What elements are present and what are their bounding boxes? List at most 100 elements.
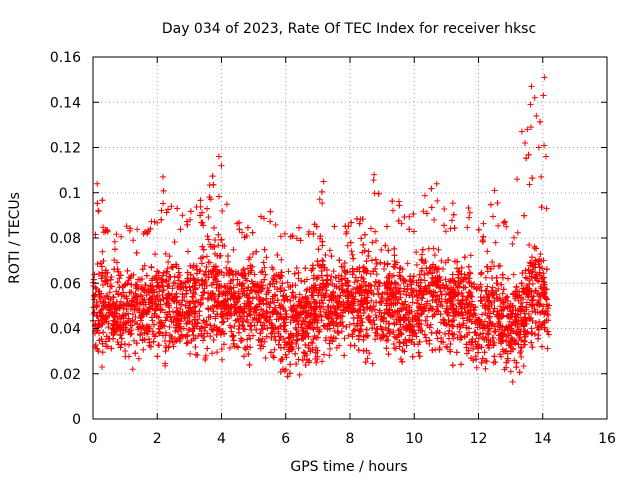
data-point: [235, 344, 242, 351]
data-point: [247, 306, 254, 313]
data-point: [158, 207, 165, 214]
data-point: [267, 208, 274, 215]
data-point: [449, 200, 456, 207]
data-point: [147, 343, 154, 350]
data-point: [143, 272, 150, 279]
data-point: [239, 337, 246, 344]
data-point: [384, 261, 391, 268]
data-point: [537, 251, 544, 258]
data-point: [338, 328, 345, 335]
data-point: [184, 248, 191, 255]
data-point: [449, 217, 456, 224]
data-point: [214, 349, 221, 356]
data-point: [261, 215, 268, 222]
data-point: [545, 331, 552, 338]
data-point: [221, 243, 228, 249]
data-point: [475, 226, 482, 233]
data-point: [350, 255, 357, 262]
data-point: [149, 317, 156, 324]
data-point: [350, 327, 357, 334]
data-point: [99, 248, 106, 255]
data-point: [179, 212, 186, 219]
data-point: [199, 243, 206, 250]
data-point: [358, 235, 365, 242]
data-point: [364, 355, 371, 362]
data-point: [309, 292, 316, 299]
data-point: [225, 258, 232, 265]
data-point: [187, 208, 194, 215]
data-point: [187, 350, 194, 357]
data-point: [344, 242, 351, 249]
data-point: [428, 204, 435, 211]
data-point: [278, 256, 285, 263]
data-point: [396, 202, 403, 209]
data-point: [238, 229, 245, 236]
data-point: [319, 257, 326, 264]
data-point: [230, 337, 237, 344]
data-point: [396, 272, 403, 279]
data-point: [168, 203, 175, 210]
data-point: [410, 211, 417, 218]
data-point: [440, 266, 447, 273]
data-point: [126, 341, 133, 348]
data-point: [202, 324, 209, 331]
data-point: [444, 285, 451, 292]
data-point: [492, 239, 499, 246]
data-point: [141, 262, 148, 269]
data-point: [372, 306, 379, 313]
data-point: [450, 211, 457, 218]
data-point: [485, 331, 492, 338]
data-point: [235, 319, 242, 326]
data-point: [182, 279, 189, 286]
data-point: [209, 173, 216, 180]
data-point: [346, 321, 353, 328]
data-point: [125, 277, 132, 284]
data-point: [292, 350, 299, 357]
data-point: [240, 326, 247, 333]
data-point: [170, 343, 177, 350]
data-point: [249, 229, 256, 236]
data-point: [302, 265, 309, 272]
data-point: [473, 364, 480, 371]
data-points: [90, 74, 552, 385]
data-point: [171, 273, 178, 280]
data-point: [449, 271, 456, 278]
data-point: [215, 193, 222, 200]
data-point: [128, 281, 135, 288]
data-point: [319, 200, 326, 207]
data-point: [364, 332, 371, 339]
data-point: [173, 304, 180, 311]
data-point: [340, 322, 347, 329]
data-point: [162, 250, 169, 257]
data-point: [501, 218, 508, 225]
data-point: [160, 296, 167, 303]
data-point: [518, 280, 525, 287]
data-point: [365, 248, 372, 255]
data-point: [529, 175, 536, 182]
data-point: [421, 277, 428, 284]
data-point: [261, 264, 268, 271]
data-point: [449, 362, 456, 369]
data-point: [398, 220, 405, 227]
data-point: [247, 335, 254, 342]
data-point: [230, 284, 237, 291]
data-point: [391, 333, 398, 340]
data-point: [475, 335, 482, 342]
data-point: [200, 246, 207, 253]
data-point: [235, 288, 242, 295]
data-point: [413, 249, 420, 256]
data-point: [523, 299, 530, 306]
data-point: [327, 345, 334, 352]
data-point: [539, 343, 546, 350]
data-point: [526, 181, 533, 188]
data-point: [535, 323, 542, 330]
data-point: [246, 290, 253, 297]
data-point: [143, 292, 150, 299]
data-point: [368, 257, 375, 264]
data-point: [441, 222, 448, 229]
data-point: [162, 362, 169, 369]
data-point: [334, 329, 341, 336]
data-point: [347, 239, 354, 246]
grid-lines: [93, 57, 607, 419]
